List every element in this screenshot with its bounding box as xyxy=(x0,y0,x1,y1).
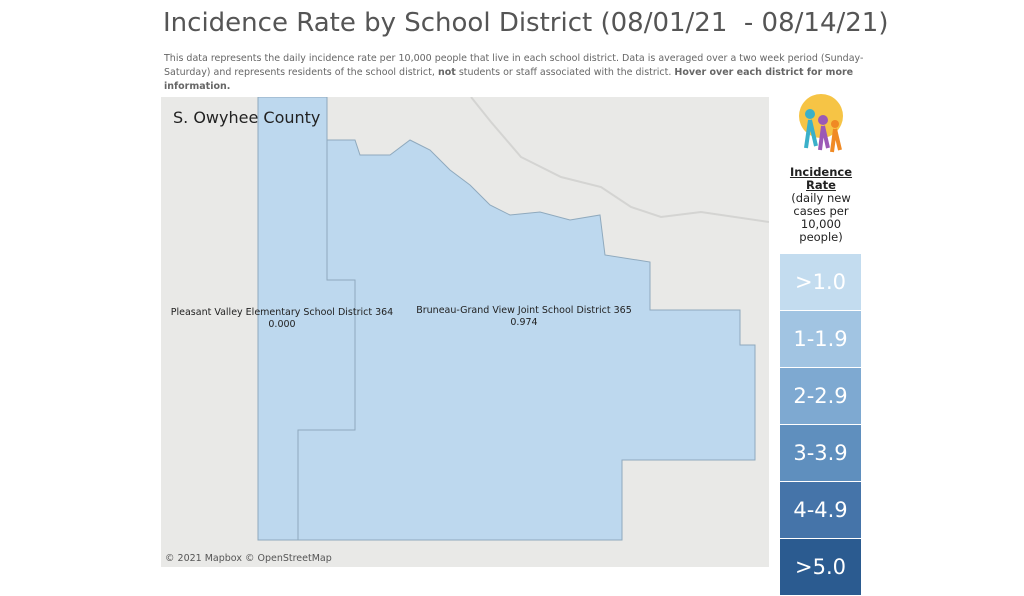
desc-bold: Hover over each district for more inform… xyxy=(164,67,854,92)
legend-title: Incidence Rate xyxy=(789,165,853,192)
legend-item: >1.0 xyxy=(780,254,861,311)
map: S. Owyhee County Pleasant Valley Element… xyxy=(161,97,769,567)
legend-subtitle: cases per xyxy=(793,204,849,218)
legend-item: 1-1.9 xyxy=(780,311,861,368)
title: Incidence Rate by School District (08/01… xyxy=(163,8,889,38)
legend-item: >5.0 xyxy=(780,539,861,596)
desc-text: students or staff associated with the di… xyxy=(458,67,672,78)
district-value: 0.000 xyxy=(268,319,295,330)
desc-bold: not xyxy=(437,67,456,78)
legend-subtitle: (daily new xyxy=(791,191,851,205)
legend-item: 3-3.9 xyxy=(780,425,861,482)
district-area[interactable] xyxy=(257,97,756,541)
attribution: © 2021 Mapbox © OpenStreetMap xyxy=(165,553,332,564)
district-name[interactable]: Pleasant Valley Elementary School Distri… xyxy=(171,307,393,318)
legend-item: 4-4.9 xyxy=(780,482,861,539)
legend: Incidence Rate (daily new cases per 10,000… xyxy=(778,88,864,596)
logo xyxy=(799,94,843,153)
page: Incidence Rate by School District (08/01… xyxy=(161,8,889,596)
district-border xyxy=(297,140,356,540)
road xyxy=(470,97,769,223)
legend-subtitle: 10,000 people) xyxy=(799,217,843,244)
region-label: S. Owyhee County xyxy=(173,108,320,127)
district-value: 0.974 xyxy=(510,317,537,328)
description: This data represents the daily incidence… xyxy=(164,52,864,94)
desc-text: This data represents the daily incidence… xyxy=(164,53,864,78)
legend-item: 2-2.9 xyxy=(780,368,861,425)
district-name[interactable]: Bruneau-Grand View Joint School District… xyxy=(416,305,632,316)
